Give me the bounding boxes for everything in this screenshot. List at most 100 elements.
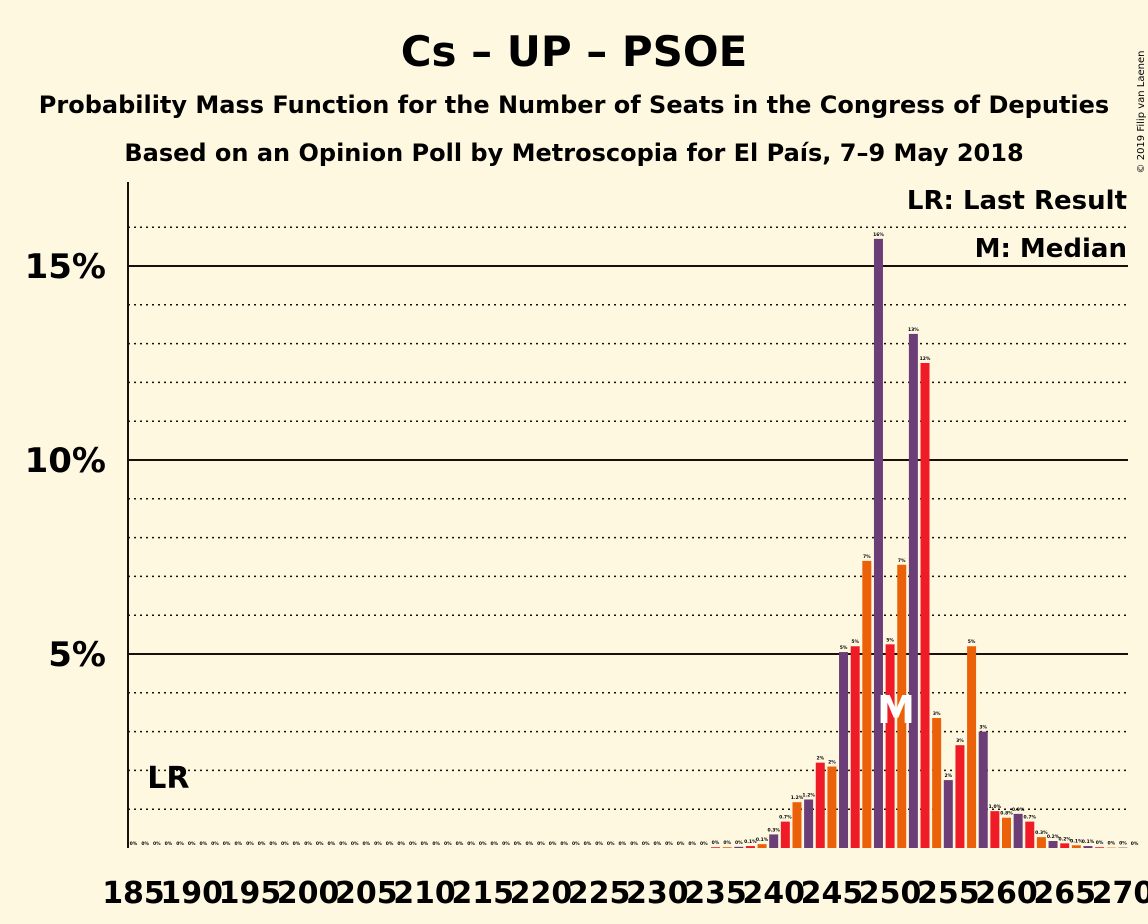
bar-value-label: 0% — [200, 841, 208, 847]
bar-value-label: 0% — [735, 840, 743, 846]
bar-value-label: 0% — [607, 841, 615, 847]
seat-bar — [1002, 817, 1011, 848]
bar-value-label: 0.7% — [779, 815, 792, 821]
bar-value-label: 0% — [153, 841, 161, 847]
seat-bar — [1036, 837, 1046, 848]
x-tick-label: 195 — [219, 876, 282, 911]
bar-value-label: 0% — [409, 841, 417, 847]
bar-value-label: 0% — [630, 841, 638, 847]
bar-value-label: 0% — [560, 841, 568, 847]
bar-value-label: 0.3% — [1035, 830, 1048, 836]
seat-bar — [897, 564, 907, 848]
bar-value-label: 0% — [397, 841, 405, 847]
bar-value-label: 0.8% — [1000, 811, 1013, 817]
bar-value-label: 0% — [1119, 841, 1127, 847]
bar-value-label: 0% — [246, 841, 254, 847]
bar-value-label: 0% — [653, 841, 661, 847]
bar-value-label: 5% — [851, 639, 859, 645]
bar-value-label: 0% — [223, 841, 231, 847]
x-tick-label: 205 — [335, 876, 398, 911]
bar-value-label: 1.0% — [989, 804, 1002, 810]
x-tick-label: 235 — [684, 876, 747, 911]
copyright-notice: © 2019 Filip van Laenen — [1136, 51, 1147, 174]
bar-value-label: 0% — [665, 841, 673, 847]
chart-subtitle: Probability Mass Function for the Number… — [39, 91, 1109, 119]
seat-bar — [990, 811, 1000, 848]
seat-bar — [943, 780, 953, 848]
seat-bar — [792, 802, 802, 848]
bar-value-label: 0.1% — [1082, 839, 1095, 845]
x-tick-label: 185 — [102, 876, 165, 911]
x-tick-label: 190 — [160, 876, 223, 911]
bar-value-label: 0% — [316, 841, 324, 847]
bar-value-label: 5% — [840, 645, 848, 651]
seat-bar — [885, 644, 895, 848]
bar-value-label: 0% — [1131, 841, 1139, 847]
seat-bar — [932, 718, 942, 848]
bar-value-label: 2% — [828, 760, 836, 766]
bar-value-label: 0% — [467, 841, 475, 847]
seat-bar — [804, 799, 814, 848]
y-tick-label: 10% — [25, 441, 106, 481]
x-tick-label: 250 — [859, 876, 922, 911]
bar-value-label: 2% — [944, 773, 952, 779]
seat-bar — [780, 821, 790, 848]
x-tick-label: 215 — [451, 876, 514, 911]
seat-bar — [850, 646, 860, 848]
seat-bar — [1013, 813, 1023, 848]
y-tick-label: 15% — [25, 247, 106, 287]
y-axis-ticks: 5% 10% 15% — [25, 247, 106, 675]
bar-value-label: 3% — [979, 725, 987, 731]
x-tick-label: 210 — [393, 876, 456, 911]
bar-value-label: 7% — [898, 558, 906, 564]
bar-value-label: 0% — [502, 841, 510, 847]
bar-value-label: 0% — [619, 841, 627, 847]
bar-value-label: 0% — [269, 841, 277, 847]
bar-value-label: 0% — [444, 841, 452, 847]
seat-bar — [734, 846, 744, 848]
bar-value-label: 0% — [1107, 841, 1115, 847]
bar-value-label: 0% — [677, 841, 685, 847]
bar-value-label: 0% — [537, 841, 545, 847]
legend-last-result: LR: Last Result — [907, 186, 1127, 216]
seat-bar — [769, 834, 779, 848]
seat-bar — [1048, 841, 1058, 848]
grid-lines — [128, 226, 1128, 810]
median-marker: M — [877, 688, 915, 732]
bar-value-label: 0% — [432, 841, 440, 847]
bar-value-label: 0% — [642, 841, 650, 847]
y-tick-label: 5% — [48, 635, 106, 675]
bar-value-label: 0% — [130, 841, 138, 847]
bar-value-label: 0% — [712, 840, 720, 846]
bar-value-label: 0% — [328, 841, 336, 847]
seat-bar — [827, 766, 837, 848]
x-tick-label: 230 — [626, 876, 689, 911]
bar-value-label: 3% — [956, 738, 964, 744]
seat-bar — [862, 560, 872, 848]
bar-value-label: 0% — [723, 840, 731, 846]
bar-value-label: 12% — [920, 356, 931, 362]
x-tick-label: 240 — [742, 876, 805, 911]
bar-value-label: 0% — [514, 841, 522, 847]
legend-median: M: Median — [975, 234, 1127, 264]
chart-subtitle-poll: Based on an Opinion Poll by Metroscopia … — [124, 139, 1023, 167]
bar-value-label: 0% — [281, 841, 289, 847]
bar-value-label: 0% — [595, 841, 603, 847]
bar-value-label: 0.3% — [767, 827, 780, 833]
bar-value-label: 0.9% — [1012, 807, 1025, 813]
seat-bar — [967, 646, 977, 848]
seat-bar — [978, 731, 988, 848]
x-tick-label: 260 — [975, 876, 1038, 911]
seat-bar — [839, 652, 849, 848]
seat-bar — [815, 762, 825, 848]
bar-value-label: 0.2% — [1047, 834, 1060, 840]
bar-value-label: 0.1% — [744, 839, 757, 845]
bar-value-label: 0% — [351, 841, 359, 847]
bar-value-label: 13% — [908, 327, 919, 333]
seat-bar — [908, 333, 918, 848]
bar-value-label: 0% — [386, 841, 394, 847]
bar-value-label: 1.2% — [802, 793, 815, 799]
seat-bar — [711, 847, 720, 848]
bar-value-label: 0.2% — [1058, 836, 1071, 842]
